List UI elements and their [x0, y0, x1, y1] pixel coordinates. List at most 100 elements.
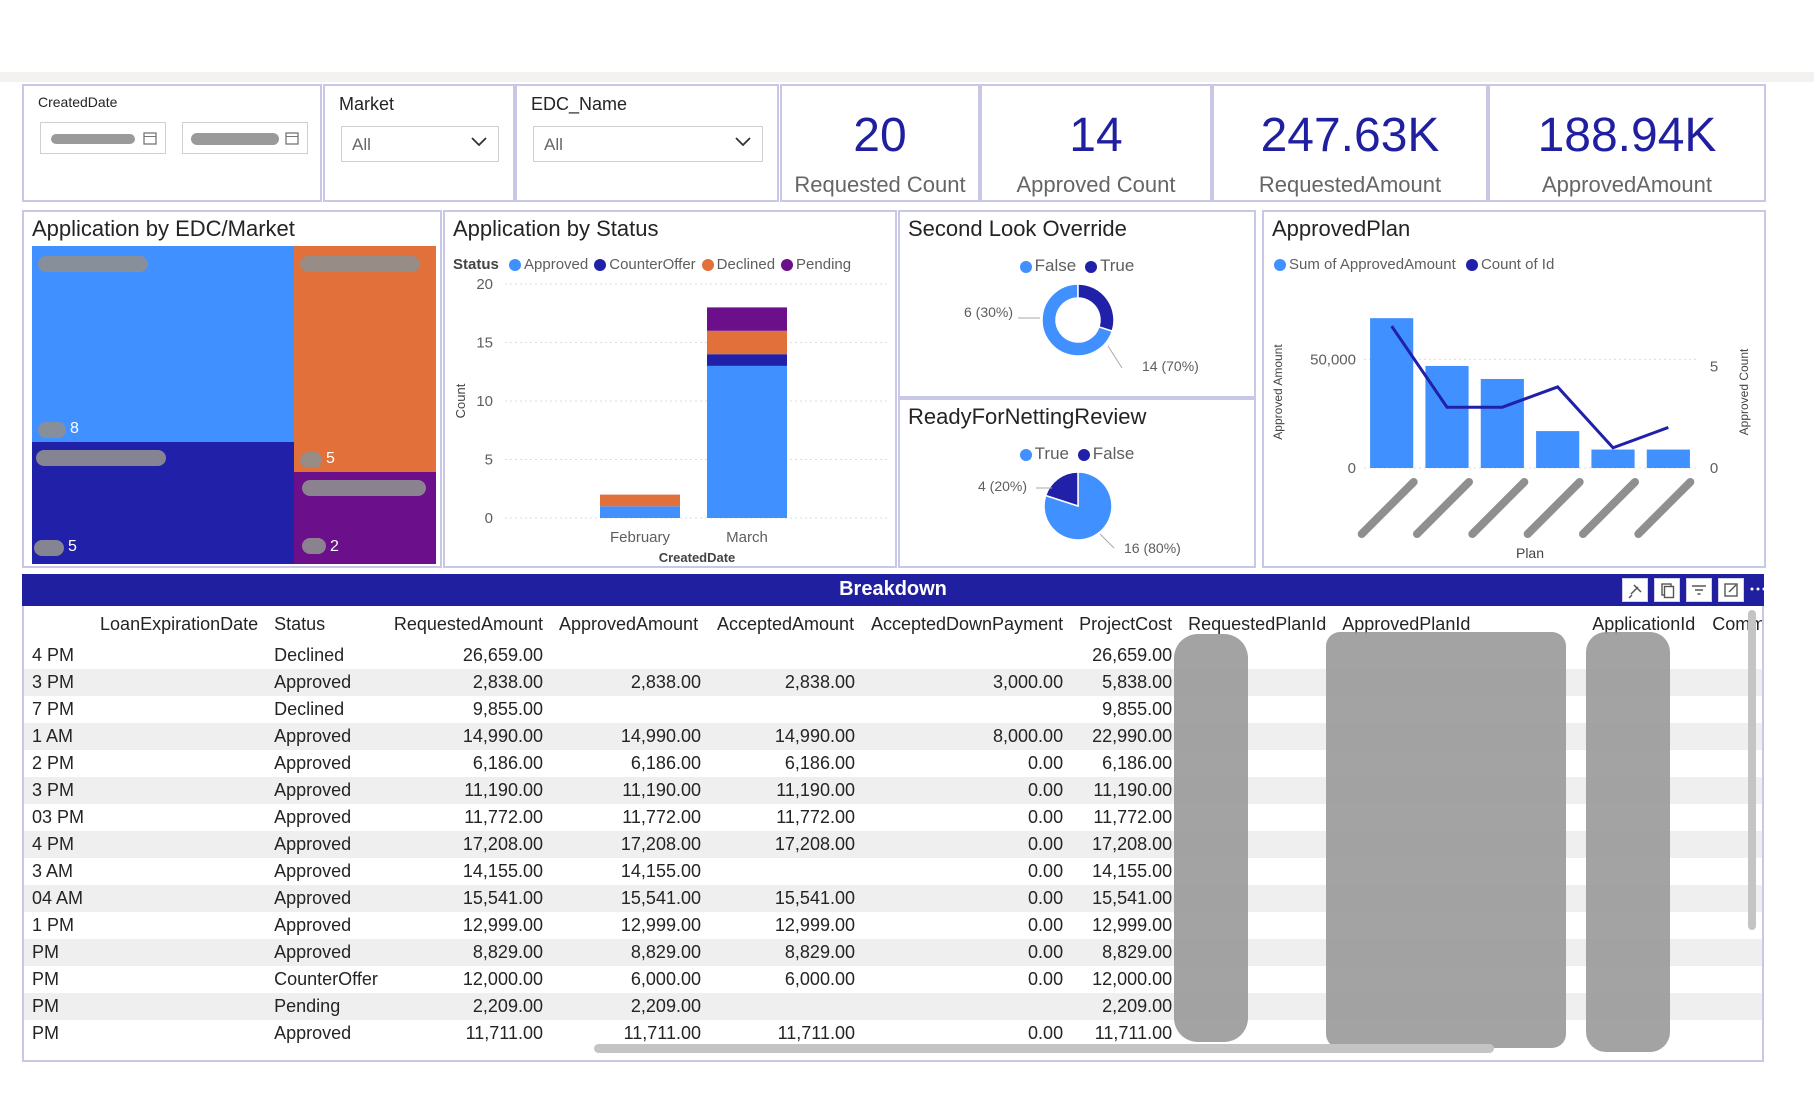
treemap-tile[interactable]: 5	[294, 246, 436, 472]
edc-name-dropdown[interactable]: All	[533, 126, 763, 162]
redacted-plan-label	[1579, 478, 1639, 538]
plan-bar[interactable]	[1591, 449, 1635, 468]
vertical-scrollbar[interactable]	[1748, 610, 1756, 930]
filter-icon[interactable]	[1686, 578, 1712, 602]
market-dropdown[interactable]: All	[341, 126, 499, 162]
bar-segment-approved[interactable]	[707, 365, 787, 518]
bar-segment-approved[interactable]	[600, 506, 680, 518]
bar-segment-declined[interactable]	[707, 330, 787, 355]
legend-dot	[1274, 259, 1286, 272]
table-row[interactable]: 1 AM Approved 14,990.00 14,990.00 14,990.00 8…	[24, 723, 1762, 750]
table-cell: 15,541.00	[550, 885, 709, 912]
column-header[interactable]: RequestedPlanId	[1188, 613, 1327, 634]
focus-mode-icon[interactable]	[1718, 578, 1744, 602]
table-cell: 14,155.00	[1092, 861, 1173, 881]
pie-slice-false[interactable]	[1041, 283, 1114, 357]
plan-bar[interactable]	[1646, 449, 1690, 468]
table-row[interactable]: 2 PM Approved 6,186.00 6,186.00 6,186.00 0.00…	[24, 750, 1762, 777]
table-cell: 11,772.00	[1093, 807, 1173, 827]
column-header[interactable]: ProjectCost	[1079, 613, 1173, 634]
plan-bar[interactable]	[1370, 318, 1414, 468]
report-top-strip	[0, 72, 1814, 82]
table-cell: 11,711.00	[623, 1023, 701, 1043]
table-row[interactable]: PM CounterOffer 12,000.00 6,000.00 6,000.00 0…	[24, 966, 1762, 993]
slice-label-false: 4 (20%)	[978, 478, 1028, 494]
column-header[interactable]: ApprovedAmount	[558, 613, 699, 634]
bar-segment-counteroffer[interactable]	[707, 354, 787, 366]
table-cell: 0.00	[1028, 807, 1064, 827]
table-cell: 22,990.00	[1071, 723, 1181, 750]
y-tick-label: 15	[476, 335, 493, 352]
table-cell: 0.00	[1028, 753, 1064, 773]
table-cell	[1704, 993, 1762, 1020]
bar-segment-pending[interactable]	[707, 307, 787, 331]
column-header[interactable]: AcceptedDownPayment	[870, 613, 1064, 634]
end-date-input[interactable]	[182, 122, 308, 154]
treemap-tile-value: 2	[330, 538, 339, 555]
plan-bar[interactable]	[1536, 431, 1580, 468]
pie-slice-true[interactable]	[1043, 471, 1113, 541]
redacted-plan-label	[1523, 478, 1584, 538]
table-cell	[92, 804, 266, 831]
plan-bar[interactable]	[1425, 365, 1469, 468]
chevron-down-icon[interactable]	[470, 133, 488, 151]
copy-icon[interactable]	[1654, 578, 1680, 602]
table-row[interactable]: 03 PM Approved 11,772.00 11,772.00 11,772.00…	[24, 804, 1762, 831]
table-row[interactable]: 3 AM Approved 14,155.00 14,155.00 0.00 14,155…	[24, 858, 1762, 885]
calendar-icon[interactable]	[143, 131, 157, 145]
legend-dot	[509, 259, 522, 272]
count-line	[1390, 325, 1669, 450]
redaction-approved-plan	[1326, 632, 1566, 1048]
table-row[interactable]: PM Approved 11,711.00 11,711.00 11,711.00 0.0…	[24, 1020, 1762, 1047]
pin-icon[interactable]	[1622, 578, 1648, 602]
pie-slice-false[interactable]	[1044, 471, 1079, 508]
table-cell	[92, 696, 266, 723]
treemap-tile[interactable]: 5	[32, 442, 294, 564]
table-cell: 1 PM	[32, 915, 75, 935]
horizontal-scrollbar[interactable]	[594, 1044, 1494, 1053]
legend-label: Pending	[796, 256, 852, 273]
table-row[interactable]: 4 PM Approved 17,208.00 17,208.00 17,208.00 0…	[24, 831, 1762, 858]
kpi-approved-count: 14 Approved Count	[980, 84, 1212, 202]
table-row[interactable]: 1 PM Approved 12,999.00 12,999.00 12,999.00 0…	[24, 912, 1762, 939]
chevron-down-icon[interactable]	[734, 133, 752, 151]
calendar-icon[interactable]	[285, 131, 299, 145]
table-cell: 15,541.00	[385, 885, 551, 912]
treemap-tile[interactable]: 2	[294, 472, 436, 564]
column-header[interactable]: ApplicationId	[1592, 613, 1696, 634]
table-row[interactable]: 4 PM Declined 26,659.00 26,659.00	[24, 642, 1762, 669]
legend-label: Count of Id	[1480, 256, 1555, 273]
bar-segment-declined[interactable]	[600, 494, 680, 507]
approved-plan-combo-chart: 0 50,000 0 5 Approved Amount Approved Count Pl…	[1271, 318, 1751, 561]
treemap-title: Application by EDC/Market	[32, 216, 295, 241]
column-header[interactable]: LoanExpirationDate	[100, 613, 259, 634]
legend-label: False	[1034, 256, 1077, 275]
x-axis-label: CreatedDate	[659, 550, 736, 565]
column-header[interactable]: Status	[274, 613, 326, 634]
table-cell: 17,208.00	[385, 831, 551, 858]
table-cell: 11,711.00	[465, 1023, 543, 1043]
y-tick-label: 5	[485, 452, 493, 469]
more-options-icon[interactable]	[1746, 578, 1772, 602]
table-cell: 12,999.00	[620, 915, 701, 935]
table-cell: Approved	[274, 807, 352, 827]
pie-slice-true[interactable]	[1077, 283, 1115, 333]
column-header[interactable]: ApprovedPlanId	[1342, 613, 1471, 634]
plan-bar[interactable]	[1480, 378, 1524, 468]
table-cell: 3,000.00	[862, 669, 1072, 696]
column-header[interactable]: RequestedAmount	[393, 613, 543, 634]
treemap-tile[interactable]: 8	[32, 246, 294, 442]
column-header[interactable]	[24, 606, 92, 642]
y-axis-label: Count	[453, 383, 468, 418]
table-cell: 0.00	[1028, 861, 1064, 881]
x-axis-label: Plan	[1516, 545, 1544, 561]
y-tick-label-right: 0	[1710, 460, 1718, 477]
table-cell	[92, 723, 267, 750]
table-cell: 11,772.00	[464, 807, 543, 827]
table-row[interactable]: 7 PM Declined 9,855.00 9,855.00	[24, 696, 1762, 723]
start-date-input[interactable]	[40, 122, 166, 154]
edc-name-slicer: EDC_Name All	[515, 84, 779, 202]
column-header[interactable]: AcceptedAmount	[716, 613, 855, 634]
table-cell: 03 PM	[32, 807, 85, 827]
legend-label: False	[1092, 444, 1135, 463]
